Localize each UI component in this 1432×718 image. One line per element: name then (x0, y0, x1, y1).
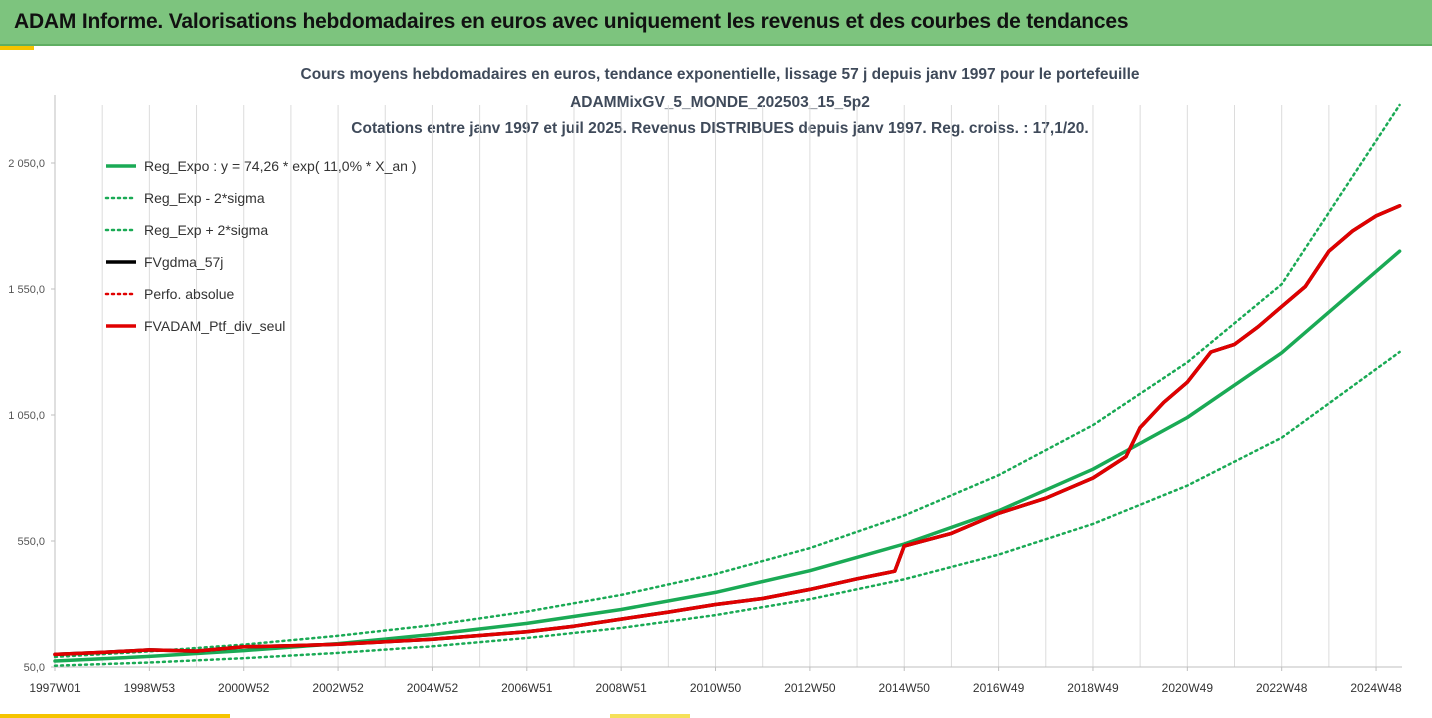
legend-entry: Perfo. absolue (104, 278, 417, 310)
x-tick-label: 2004W52 (407, 681, 459, 695)
chart-title-line-1: Cours moyens hebdomadaires en euros, ten… (300, 66, 1140, 83)
x-tick-label: 2008W51 (595, 681, 647, 695)
x-tick-label: 2016W49 (973, 681, 1025, 695)
series-line-0 (53, 249, 1402, 663)
legend-entry: FVgdma_57j (104, 246, 417, 278)
x-tick-label: 2022W48 (1256, 681, 1308, 695)
y-tick-label: 50,0 (24, 662, 45, 674)
legend-swatch (106, 164, 136, 168)
y-tick-label: 550,0 (17, 536, 45, 548)
legend-swatch (106, 260, 136, 264)
x-tick-label: 2000W52 (218, 681, 270, 695)
series-line-4 (53, 204, 1401, 656)
x-tick-label: 2010W50 (690, 681, 742, 695)
chart-title-line-2: ADAMMixGV_5_MONDE_202503_15_5p2 (570, 94, 870, 111)
series-line-2 (53, 103, 1401, 659)
legend-entry: Reg_Expo : y = 74,26 * exp( 11,0% * X_an… (104, 150, 417, 182)
legend-label: Reg_Exp - 2*sigma (144, 190, 265, 206)
series-line-1 (53, 350, 1401, 667)
y-tick-label: 1 550,0 (8, 284, 45, 296)
x-tick-label: 2018W49 (1067, 681, 1119, 695)
legend-label: Reg_Exp + 2*sigma (144, 222, 269, 238)
accent-bar-bottom-mid (610, 714, 690, 718)
x-tick-label: 1997W01 (29, 681, 81, 695)
x-tick-label: 2012W50 (784, 681, 836, 695)
x-tick-label: 2006W51 (501, 681, 553, 695)
legend-label: FVgdma_57j (144, 254, 224, 270)
legend-label: FVADAM_Ptf_div_seul (144, 318, 286, 334)
legend-swatch (104, 228, 138, 232)
y-tick-label: 2 050,0 (8, 158, 45, 170)
legend-entry: FVADAM_Ptf_div_seul (104, 310, 417, 342)
legend-entry: Reg_Exp - 2*sigma (104, 182, 417, 214)
legend-entry: Reg_Exp + 2*sigma (104, 214, 417, 246)
accent-bar-left (0, 46, 34, 50)
accent-bar-bottom (0, 714, 230, 718)
page-title: ADAM Informe. Valorisations hebdomadaire… (14, 10, 1129, 33)
legend-swatch (106, 324, 136, 328)
x-tick-label: 2024W48 (1350, 681, 1402, 695)
chart-legend: Reg_Expo : y = 74,26 * exp( 11,0% * X_an… (104, 150, 417, 342)
x-tick-label: 2002W52 (312, 681, 364, 695)
y-tick-label: 1 050,0 (8, 410, 45, 422)
legend-label: Reg_Expo : y = 74,26 * exp( 11,0% * X_an… (144, 158, 417, 174)
x-tick-label: 2020W49 (1162, 681, 1214, 695)
x-tick-label: 1998W53 (124, 681, 176, 695)
legend-swatch (104, 196, 138, 200)
legend-label: Perfo. absolue (144, 286, 235, 302)
legend-swatch (104, 292, 138, 296)
x-tick-label: 2014W50 (879, 681, 931, 695)
header-banner: ADAM Informe. Valorisations hebdomadaire… (0, 0, 1432, 46)
